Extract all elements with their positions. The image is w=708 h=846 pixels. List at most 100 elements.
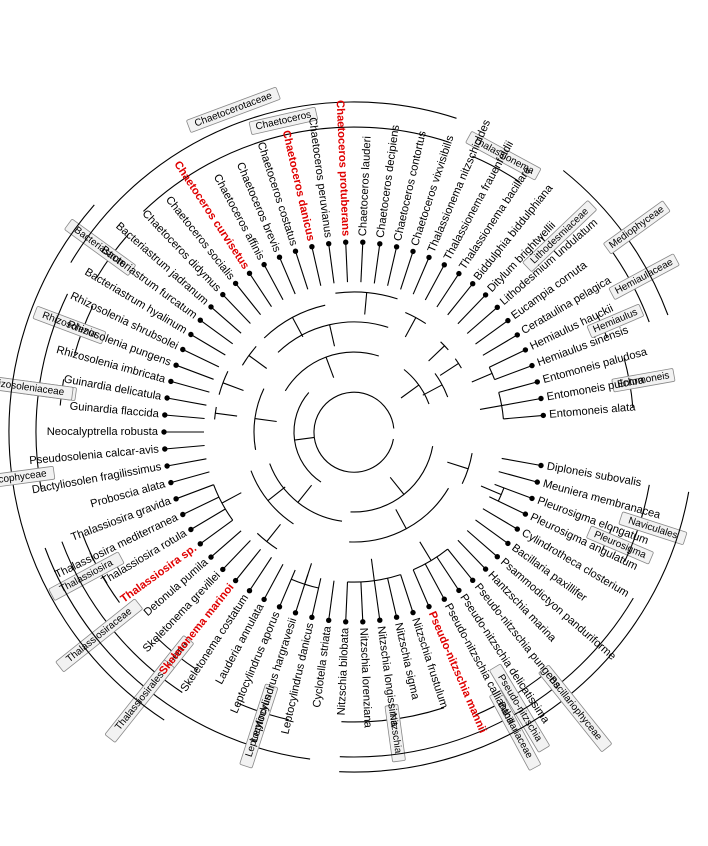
leaf-branch: [436, 556, 460, 591]
leaf-branch: [360, 242, 364, 283]
leaf-tip-dot: [410, 248, 416, 255]
leaf-branch: [328, 243, 335, 284]
internal-arc: [256, 532, 278, 550]
clade-label-text: Thalassiosirales: [113, 670, 166, 733]
leaf-branch: [170, 471, 210, 484]
leaf-tip-dot: [246, 270, 253, 276]
clade-label-box: [586, 525, 654, 565]
leaf-tip-dot: [173, 496, 179, 502]
leaf-tip-dot: [276, 254, 283, 260]
clade-label-box: [465, 131, 541, 181]
leaf-tip-dot: [540, 412, 546, 419]
leaf-tip-dot: [326, 617, 332, 623]
leaf-tip-dot: [309, 244, 315, 250]
internal-arc: [293, 392, 322, 483]
internal-stem: [428, 345, 445, 362]
leaf-branch: [167, 397, 207, 406]
leaf-tip-dot: [168, 479, 174, 486]
leaf-branch: [457, 539, 486, 570]
leaf-branch: [190, 334, 226, 356]
leaf-branch: [210, 306, 242, 334]
leaf-tip-dot: [208, 304, 214, 310]
leaf-tip-dot: [232, 577, 239, 584]
leaf-branch: [494, 483, 533, 499]
leaf-branch: [190, 508, 226, 530]
leaf-tip-dot: [197, 541, 203, 547]
leaf-tip-dot: [180, 346, 186, 353]
leaf-branch: [482, 334, 518, 356]
internal-arc: [440, 341, 449, 351]
leaf-branch: [311, 246, 322, 286]
leaf-branch: [400, 574, 414, 613]
leaf-tip-dot: [482, 566, 489, 572]
leaf-branch: [249, 556, 272, 592]
leaf-tip-dot: [261, 261, 267, 268]
clade-label-box: [489, 690, 541, 771]
internal-stem: [248, 355, 268, 369]
leaf-tip-dot: [377, 617, 383, 623]
leaf-branch: [345, 581, 349, 622]
clade-label-box: [603, 200, 671, 254]
clade-arc: [143, 126, 449, 212]
internal-stem: [304, 563, 313, 585]
clade-label-box: [55, 598, 143, 672]
leaf-branch: [345, 242, 349, 283]
clade-label-box: [32, 306, 106, 345]
leaf-branch: [489, 349, 526, 368]
leaf-tip-dot: [505, 540, 511, 547]
leaf-branch: [501, 397, 542, 407]
leaf-branch: [466, 306, 498, 334]
internal-stem: [254, 418, 277, 423]
internal-stem: [447, 461, 469, 470]
leaf-tip-dot: [538, 462, 544, 469]
leaf-tip-dot: [482, 292, 489, 298]
leaf-branch: [503, 414, 544, 420]
internal-stem: [329, 324, 336, 347]
clade-label-box: [586, 304, 644, 338]
leaf-tip-dot: [522, 511, 529, 517]
leaf-branch: [278, 256, 296, 295]
leaf-branch: [412, 257, 430, 295]
clade-label-text: Mediophyceae: [607, 204, 666, 251]
clade-label-box: [522, 200, 597, 272]
leaf-tip-dot: [161, 429, 167, 435]
leaf-branch: [387, 578, 398, 618]
leaf-tip-dot: [514, 332, 520, 338]
leaf-tip-dot: [208, 554, 214, 560]
leaf-branch: [249, 272, 272, 308]
leaf-label: Nitzschia lorenziana: [357, 628, 374, 729]
leaf-branch: [501, 457, 542, 467]
leaf-tip-dot: [220, 566, 226, 573]
leaf-branch: [373, 580, 381, 621]
leaf-branch: [263, 264, 284, 301]
tree-branches: [164, 242, 544, 622]
leaf-tip-dot: [470, 577, 476, 583]
leaf-tip-dot: [393, 244, 400, 250]
leaf-branch: [424, 264, 445, 301]
internal-arc: [263, 304, 326, 339]
internal-stem: [266, 523, 281, 542]
clade-label-box: [239, 683, 278, 769]
internal-stem: [267, 486, 286, 502]
leaf-branch: [199, 519, 234, 545]
internal-stem: [389, 476, 405, 495]
internal-arc: [313, 391, 395, 473]
internal-stem: [364, 292, 368, 315]
internal-stem: [404, 317, 417, 338]
leaf-tip-dot: [188, 526, 194, 533]
leaf-tip-dot: [441, 596, 447, 602]
leaf-branch: [489, 496, 526, 515]
leaf-tip-dot: [441, 262, 447, 268]
leaf-tip-dot: [197, 317, 203, 323]
clade-label-box: [618, 511, 688, 545]
clade-label-box: [0, 374, 74, 401]
leaf-tip-dot: [220, 291, 226, 298]
leaf-branch: [387, 246, 398, 286]
leaf-label: Cyclotella striata: [311, 625, 334, 709]
internal-arc: [405, 311, 427, 325]
leaf-tip-dot: [529, 495, 535, 502]
leaf-branch: [447, 283, 474, 316]
leaf-branch: [278, 569, 296, 608]
leaf-tip-dot: [534, 479, 540, 485]
leaf-branch: [498, 471, 538, 483]
